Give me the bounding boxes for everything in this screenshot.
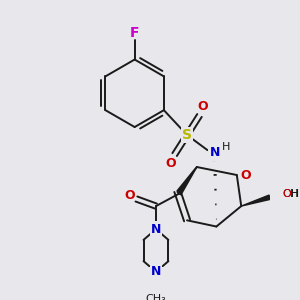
Text: CH₃: CH₃ <box>146 294 166 300</box>
Text: S: S <box>182 128 192 142</box>
Text: N: N <box>151 223 161 236</box>
Text: F: F <box>130 26 140 40</box>
Text: H: H <box>290 189 298 199</box>
Text: OH: OH <box>282 189 299 199</box>
Text: O: O <box>166 157 176 170</box>
Text: O: O <box>240 169 251 182</box>
Text: O: O <box>124 189 135 202</box>
Text: N: N <box>209 146 220 159</box>
Text: O: O <box>198 100 208 113</box>
Polygon shape <box>241 195 270 206</box>
Text: H: H <box>222 142 230 152</box>
Text: O: O <box>282 189 291 199</box>
Text: N: N <box>151 265 161 278</box>
Polygon shape <box>177 167 197 195</box>
